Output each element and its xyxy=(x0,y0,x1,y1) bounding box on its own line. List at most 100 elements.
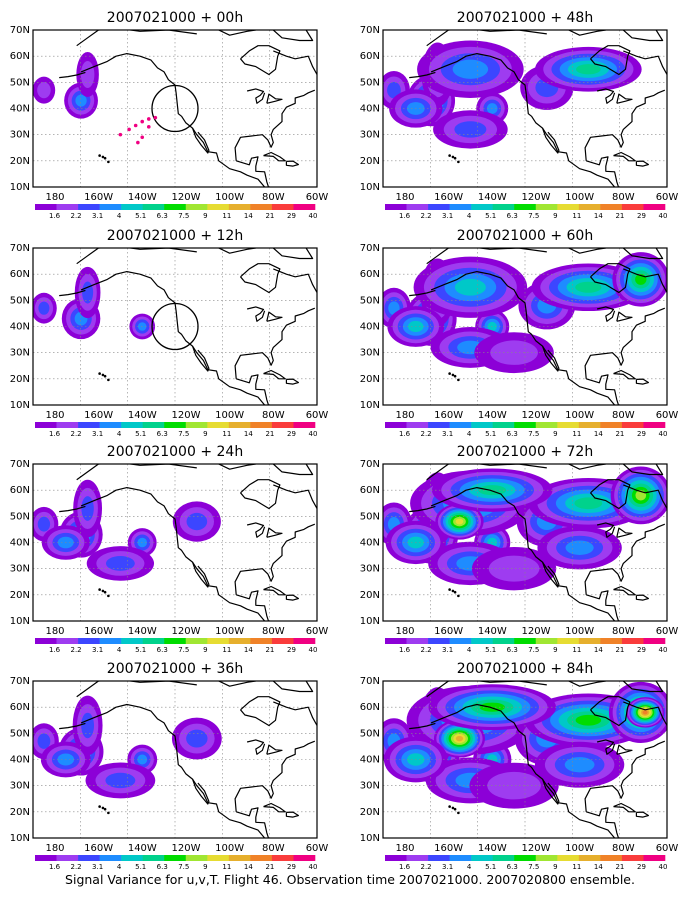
coastline xyxy=(596,739,616,755)
coastline xyxy=(613,802,636,813)
colorbar-label: 21 xyxy=(615,430,624,438)
colorbar-label: 11 xyxy=(222,646,231,654)
map-plot-area xyxy=(383,681,667,838)
colorbar-label: 14 xyxy=(594,863,603,871)
island xyxy=(101,589,105,593)
colorbar-label: 5.1 xyxy=(485,646,496,654)
island xyxy=(451,155,455,159)
coastline xyxy=(272,681,314,693)
colorbar-label: 40 xyxy=(309,430,318,438)
coastline xyxy=(240,696,281,727)
island xyxy=(448,588,451,591)
colorbar-label: 7.5 xyxy=(528,646,539,654)
x-tick-label: 160W xyxy=(84,626,113,637)
colorbar-label: 2.2 xyxy=(421,212,432,220)
panel-title: 2007021000 + 12h xyxy=(107,228,243,244)
coastline xyxy=(236,374,270,405)
y-tick-label: 30N xyxy=(10,781,30,792)
colorbar-swatch xyxy=(142,204,165,210)
colorbar-swatch xyxy=(228,204,251,210)
variance-contour xyxy=(455,518,464,525)
x-tick-label: 180 xyxy=(395,843,414,854)
colorbar-swatch xyxy=(293,204,316,210)
colorbar-label: 7.5 xyxy=(178,863,189,871)
y-tick-label: 40N xyxy=(10,104,30,115)
colorbar-label: 9 xyxy=(203,212,207,220)
colorbar-label: 14 xyxy=(244,646,253,654)
coastline xyxy=(273,268,317,293)
coastline xyxy=(266,93,283,104)
colorbar-swatch xyxy=(514,422,537,428)
x-tick-label: 80W xyxy=(612,843,635,854)
coastline xyxy=(584,89,666,161)
coastline xyxy=(669,302,682,309)
colorbar-swatch xyxy=(535,855,558,861)
y-tick-label: 40N xyxy=(10,538,30,549)
colorbar-swatch xyxy=(99,855,122,861)
coastline xyxy=(76,248,197,265)
colorbar-label: 40 xyxy=(309,212,318,220)
coastline xyxy=(596,522,616,538)
colorbar-swatch xyxy=(514,855,537,861)
colorbar-label: 40 xyxy=(659,646,668,654)
colorbar-label: 5.1 xyxy=(485,212,496,220)
variance-contour xyxy=(82,281,94,304)
map-plot-area xyxy=(33,464,317,621)
colorbar-label: 4 xyxy=(467,863,472,871)
coastline xyxy=(426,681,547,698)
variance-contour xyxy=(488,555,540,582)
y-tick-label: 60N xyxy=(10,51,30,62)
coastline xyxy=(218,30,256,36)
y-tick-label: 50N xyxy=(10,295,30,306)
coastline xyxy=(541,778,560,805)
colorbar-swatch xyxy=(406,855,429,861)
map-panel: 2007021000 + 00h 10N 20N 30N 40N 50N 60N 70N 180… xyxy=(10,10,329,220)
coastline xyxy=(613,369,636,380)
x-tick-label: 80W xyxy=(262,626,285,637)
y-tick-label: 50N xyxy=(360,511,380,522)
coastline xyxy=(623,484,667,509)
coastline xyxy=(319,735,332,742)
variance-contour xyxy=(490,340,538,365)
coastline xyxy=(246,306,266,322)
coastline xyxy=(234,523,316,595)
map-plot-area xyxy=(383,248,682,405)
colorbar-swatch xyxy=(78,422,100,428)
colorbar-swatch xyxy=(164,204,187,210)
colorbar-swatch xyxy=(643,638,666,644)
colorbar-swatch xyxy=(471,638,493,644)
y-tick-label: 70N xyxy=(10,243,30,254)
island xyxy=(107,378,110,382)
colorbar-swatch xyxy=(492,204,515,210)
colorbar-swatch xyxy=(385,855,407,861)
colorbar-label: 5.1 xyxy=(135,212,146,220)
map-plot-area xyxy=(383,30,667,187)
colorbar-swatch xyxy=(428,204,450,210)
colorbar-swatch xyxy=(271,638,294,644)
variance-contour xyxy=(105,772,136,789)
coastline xyxy=(234,740,316,812)
colorbar-label: 9 xyxy=(553,863,557,871)
variance-contour xyxy=(642,710,648,715)
x-tick-label: 60W xyxy=(656,410,679,421)
y-tick-label: 30N xyxy=(10,348,30,359)
x-tick-label: 100W xyxy=(215,192,244,203)
colorbar-swatch xyxy=(621,638,644,644)
island xyxy=(448,372,451,375)
x-tick-label: 140W xyxy=(478,843,507,854)
colorbar-label: 1.6 xyxy=(399,212,411,220)
colorbar-label: 9 xyxy=(203,863,207,871)
variance-contour xyxy=(575,714,602,726)
colorbar-swatch xyxy=(449,855,472,861)
coastline xyxy=(273,50,317,75)
colorbar-swatch xyxy=(578,855,601,861)
colorbar-label: 7.5 xyxy=(178,212,189,220)
coastline xyxy=(191,561,210,588)
x-tick-label: 140W xyxy=(478,192,507,203)
colorbar-swatch xyxy=(428,422,450,428)
colorbar-label: 1.6 xyxy=(49,863,61,871)
colorbar-swatch xyxy=(121,855,143,861)
x-tick-label: 80W xyxy=(612,626,635,637)
colorbar-swatch xyxy=(535,422,558,428)
island xyxy=(103,807,107,811)
